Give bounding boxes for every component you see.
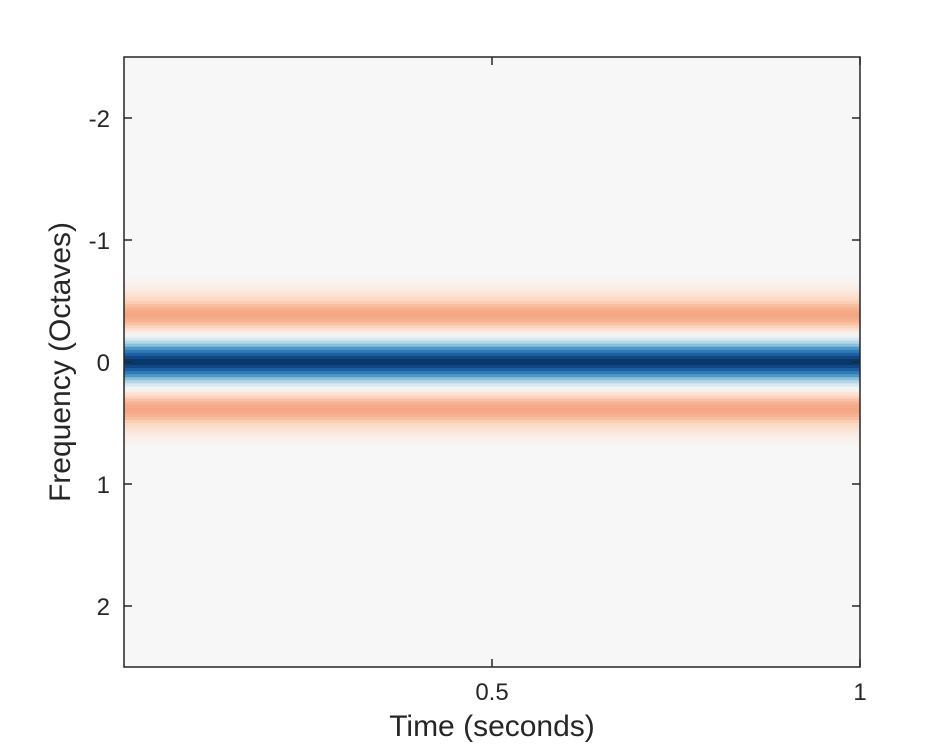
heatmap-cell bbox=[124, 304, 860, 308]
heatmap-cell bbox=[124, 447, 860, 452]
heatmap-cell bbox=[124, 346, 860, 351]
heatmap-cell bbox=[124, 328, 860, 333]
heatmap-cell bbox=[124, 270, 860, 275]
heatmap-cell bbox=[124, 365, 860, 369]
heatmap-cell bbox=[124, 310, 860, 314]
heatmap-cell bbox=[124, 398, 860, 403]
heatmap-cell bbox=[124, 383, 860, 387]
heatmap-cell bbox=[124, 450, 860, 455]
heatmap-cell bbox=[124, 441, 860, 445]
heatmap-cell bbox=[124, 432, 860, 436]
heatmap-cell bbox=[124, 291, 860, 296]
heatmap-cell bbox=[124, 389, 860, 394]
heatmap-cell bbox=[124, 368, 860, 372]
heatmap-cell bbox=[124, 423, 860, 427]
heatmap-cell bbox=[124, 316, 860, 320]
heatmap-cell bbox=[124, 371, 860, 375]
heatmap-cell bbox=[124, 386, 860, 391]
x-tick-label: 1 bbox=[853, 679, 866, 706]
heatmap-cell bbox=[124, 294, 860, 299]
y-axis-label: Frequency (Octaves) bbox=[44, 222, 77, 502]
heatmap-cell bbox=[124, 352, 860, 357]
heatmap-cell bbox=[124, 404, 860, 409]
heatmap-cell bbox=[124, 410, 860, 415]
heatmap-cell bbox=[124, 380, 860, 384]
heatmap-cell bbox=[124, 438, 860, 442]
heatmap-cell bbox=[124, 273, 860, 278]
heatmap-cell bbox=[124, 343, 860, 348]
heatmap-cell bbox=[124, 288, 860, 293]
heatmap-cell bbox=[124, 419, 860, 424]
heatmap-cell bbox=[124, 322, 860, 326]
heatmap-cell bbox=[124, 331, 860, 336]
y-tick-label: 1 bbox=[97, 472, 110, 499]
heatmap-cell bbox=[124, 444, 860, 448]
axis-ticks: -2 -1 0 1 2 0.5 1 bbox=[89, 57, 867, 706]
heatmap-cell bbox=[124, 313, 860, 317]
heatmap-cell bbox=[124, 285, 860, 290]
y-tick-label: 2 bbox=[97, 594, 110, 621]
heatmap-cell bbox=[124, 377, 860, 381]
heatmap-cell bbox=[124, 334, 860, 339]
heatmap-cell bbox=[124, 325, 860, 330]
heatmap-cell bbox=[124, 426, 860, 430]
heatmap-cell bbox=[124, 362, 860, 366]
y-tick-label: 0 bbox=[97, 350, 110, 377]
heatmap-cell bbox=[124, 429, 860, 433]
heatmap-cell bbox=[124, 340, 860, 345]
heatmap-cell bbox=[124, 395, 860, 400]
heatmap-cell bbox=[124, 392, 860, 397]
heatmap-cell bbox=[124, 319, 860, 323]
heatmap-cell bbox=[124, 337, 860, 342]
heatmap-cell bbox=[124, 301, 860, 305]
heatmap-cell bbox=[124, 355, 860, 360]
x-tick-label: 0.5 bbox=[475, 679, 508, 706]
heatmap-cell bbox=[124, 282, 860, 287]
heatmap-bands bbox=[124, 57, 860, 667]
heatmap-cell bbox=[124, 407, 860, 412]
heatmap-cell bbox=[124, 358, 860, 363]
heatmap-cell bbox=[124, 435, 860, 439]
heatmap-cell bbox=[124, 349, 860, 354]
heatmap-cell bbox=[124, 413, 860, 418]
y-tick-label: -1 bbox=[89, 228, 110, 255]
heatmap-cell bbox=[124, 401, 860, 406]
heatmap-cell bbox=[124, 276, 860, 281]
heatmap-cell bbox=[124, 307, 860, 311]
heatmap-cell bbox=[124, 297, 860, 302]
heatmap-cell bbox=[124, 374, 860, 378]
heatmap-cell bbox=[124, 279, 860, 284]
y-tick-label: -2 bbox=[89, 106, 110, 133]
heatmap-cell bbox=[124, 416, 860, 421]
x-axis-label: Time (seconds) bbox=[389, 710, 595, 743]
